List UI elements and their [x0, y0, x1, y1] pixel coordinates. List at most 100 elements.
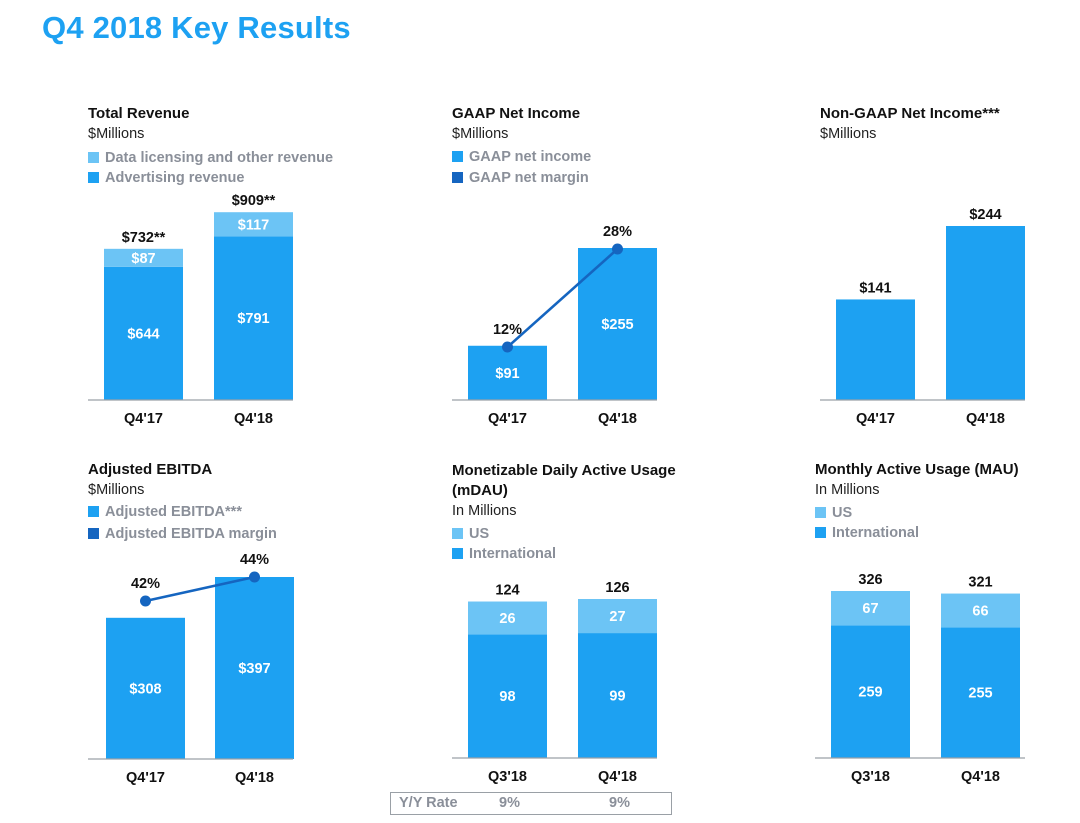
margin-label: 28%: [603, 224, 632, 240]
chart-mau: 259 67 326 Q3'18 255 66 321 Q4'18: [815, 572, 1025, 785]
margin-point: [502, 341, 513, 353]
legend-item-adjusted-ebitda: Adjusted EBITDA***: [88, 502, 242, 522]
legend-item-adjusted-ebitda-margin: Adjusted EBITDA margin: [88, 524, 277, 544]
chart-title: Non-GAAP Net Income***: [820, 105, 1000, 122]
chart-gaap-net-income: $91 Q4'17 $255 Q4'18 12% 28%: [452, 224, 657, 427]
bar-adjusted-ebitda: [215, 577, 294, 759]
chart-non-gaap-net-income: $141 Q4'17 $244 Q4'18: [820, 207, 1025, 427]
legend-swatch: [815, 507, 826, 518]
legend-swatch: [88, 506, 99, 517]
bar-us: [941, 593, 1020, 628]
bar-gaap-net-income: [468, 345, 547, 400]
bar-value-label: 98: [499, 689, 515, 705]
margin-line: [506, 248, 619, 348]
x-tick-label: Q4'18: [598, 411, 637, 427]
legend-label: US: [832, 505, 853, 521]
yoy-rate-label: Y/Y Rate: [399, 795, 458, 811]
bar-value-label: $397: [238, 661, 270, 677]
legend-label: Adjusted EBITDA***: [105, 504, 242, 520]
legend-item-us: US: [815, 503, 852, 523]
legend-item-international: International: [815, 523, 919, 543]
chart-unit: $Millions: [452, 126, 509, 142]
x-tick-label: Q3'18: [851, 769, 890, 785]
legend-label: Data licensing and other revenue: [105, 150, 334, 166]
legend-item-gaap-net-margin: GAAP net margin: [452, 168, 589, 188]
bar-us: [468, 601, 547, 635]
bar-total-label: 126: [605, 580, 629, 596]
bar-value-label: 27: [609, 609, 625, 625]
x-tick-label: Q4'18: [234, 411, 273, 427]
page-title: Q4 2018 Key Results: [42, 10, 351, 45]
x-tick-label: Q4'18: [235, 770, 274, 786]
chart-title: GAAP Net Income: [452, 105, 581, 122]
legend-label: GAAP net margin: [469, 170, 589, 186]
bar-total-label: $141: [859, 280, 891, 296]
legend-swatch: [452, 528, 463, 539]
bar-data-licensing-and-other-revenue: [214, 212, 293, 237]
panel-gaap-net-income: GAAP Net Income $Millions GAAP net incom…: [452, 104, 772, 444]
bar-value-label: 66: [972, 603, 988, 619]
margin-label: 44%: [240, 552, 269, 568]
margin-label: 42%: [131, 576, 160, 592]
bar-value-label: $91: [495, 366, 519, 382]
chart-title: Monthly Active Usage (MAU): [815, 461, 1019, 478]
bar-international: [941, 627, 1020, 758]
legend-item-advertising: Advertising revenue: [88, 168, 244, 188]
panel-non-gaap-net-income: Non-GAAP Net Income*** $Millions $141 Q4'…: [820, 104, 1080, 444]
bar-value-label: 99: [609, 689, 625, 705]
x-tick-label: Q3'18: [488, 769, 527, 785]
x-tick-label: Q4'17: [856, 411, 895, 427]
chart-unit: $Millions: [820, 126, 877, 142]
legend-swatch: [88, 152, 99, 163]
chart-title: Total Revenue: [88, 105, 190, 122]
panel-mau: Monthly Active Usage (MAU) In Millions U…: [815, 460, 1080, 800]
chart-total-revenue: $644 $87 $732** Q4'17 $791 $117 $909** Q4'18: [88, 193, 293, 427]
bar-international: [831, 625, 910, 758]
chart-unit: $Millions: [88, 482, 145, 498]
legend-item-data-licensing: Data licensing and other revenue: [88, 148, 333, 168]
margin-label: 12%: [493, 322, 522, 338]
bar-advertising-revenue: [104, 266, 183, 400]
x-tick-label: Q4'18: [966, 411, 1005, 427]
yoy-rate-value-q3: 9%: [499, 795, 520, 811]
bar-total-label: $732**: [122, 230, 166, 246]
legend-label: International: [469, 546, 557, 562]
chart-title: Adjusted EBITDA: [88, 461, 213, 478]
bar-us: [831, 591, 910, 626]
bar-total-label: 326: [858, 572, 882, 588]
yoy-rate-box: Y/Y Rate 9% 9%: [390, 792, 672, 815]
legend-swatch: [815, 527, 826, 538]
margin-point: [612, 243, 623, 255]
bar-international: [468, 634, 547, 758]
legend-swatch: [88, 172, 99, 183]
panel-mdau: Monetizable Daily Active Usage (mDAU) In…: [452, 461, 772, 801]
legend-label: GAAP net income: [469, 149, 592, 165]
legend-item-us: US: [452, 524, 489, 544]
legend-swatch: [452, 548, 463, 559]
bar-total-label: $244: [969, 207, 1001, 223]
bar-value-label: 255: [968, 686, 992, 702]
panel-total-revenue: Total Revenue $Millions Data licensing a…: [88, 104, 408, 444]
bar-total-label: 124: [495, 583, 519, 599]
bar-non-gaap-net-income: [946, 226, 1025, 400]
legend-label: Adjusted EBITDA margin: [105, 526, 277, 542]
x-tick-label: Q4'17: [124, 411, 163, 427]
x-tick-label: Q4'18: [598, 769, 637, 785]
margin-point: [140, 595, 151, 607]
chart-unit: $Millions: [88, 126, 145, 142]
bar-non-gaap-net-income: [836, 299, 915, 400]
bar-value-label: $644: [127, 326, 159, 342]
bar-value-label: $87: [131, 251, 155, 267]
legend-label: US: [469, 526, 490, 542]
bar-value-label: 67: [862, 601, 878, 617]
bar-value-label: $791: [237, 311, 269, 327]
yoy-rate-value-q4: 9%: [609, 795, 630, 811]
bar-data-licensing-and-other-revenue: [104, 248, 183, 267]
legend-item-international: International: [452, 544, 556, 564]
bar-advertising-revenue: [214, 236, 293, 400]
legend-swatch: [452, 172, 463, 183]
panel-adjusted-ebitda: Adjusted EBITDA $Millions Adjusted EBITD…: [88, 460, 408, 800]
bar-value-label: $117: [238, 217, 269, 233]
chart-title: Monetizable Daily Active Usage (mDAU): [452, 462, 676, 499]
bar-international: [578, 633, 657, 758]
